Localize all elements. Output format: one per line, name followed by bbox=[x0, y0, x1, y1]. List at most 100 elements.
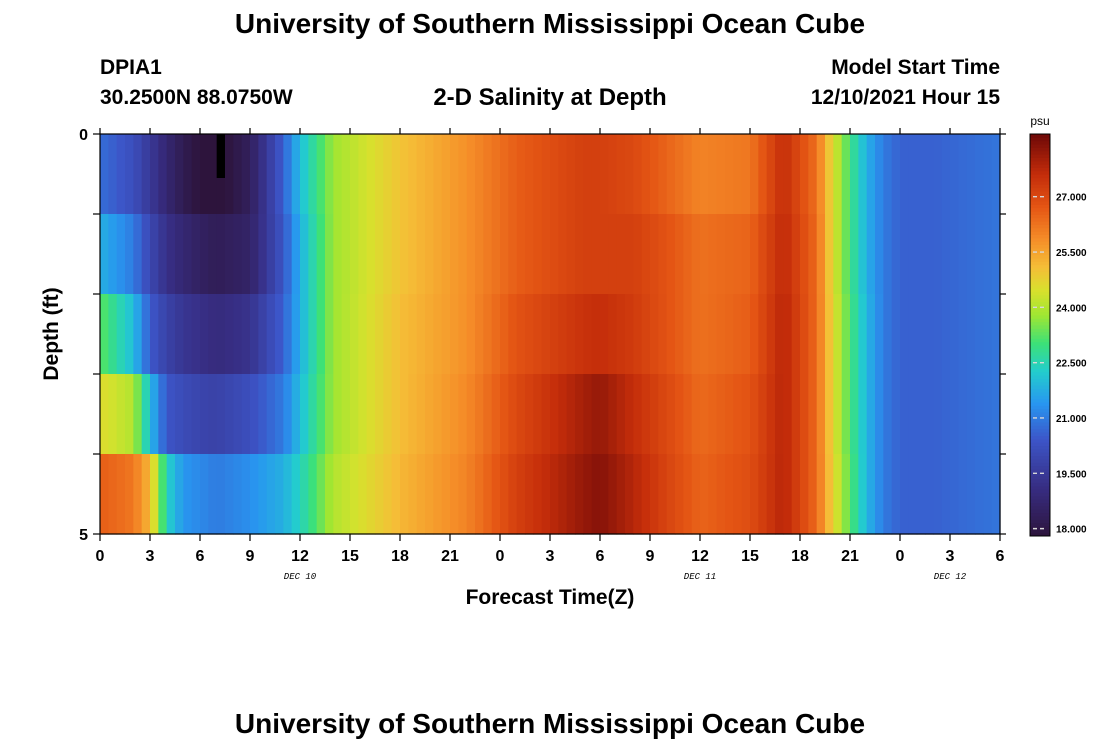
heatmap-cell bbox=[841, 214, 851, 295]
heatmap-cell bbox=[816, 134, 826, 215]
heatmap-cell bbox=[433, 214, 443, 295]
colorbar-segment bbox=[1030, 187, 1050, 192]
heatmap-cell bbox=[925, 134, 934, 215]
colorbar-segment bbox=[1030, 261, 1050, 266]
heatmap-cell bbox=[891, 454, 901, 535]
heatmap-cell bbox=[975, 374, 984, 455]
colorbar-segment bbox=[1030, 505, 1050, 510]
heatmap-cell bbox=[116, 454, 126, 535]
heatmap-cell bbox=[508, 454, 518, 535]
colorbar-segment bbox=[1030, 408, 1050, 413]
heatmap-cell bbox=[191, 134, 201, 215]
heatmap-cell bbox=[558, 134, 568, 215]
heatmap-cell bbox=[125, 134, 134, 215]
heatmap-cell bbox=[600, 294, 609, 375]
heatmap-cell bbox=[775, 374, 784, 455]
heatmap-cell bbox=[791, 134, 801, 215]
heatmap-cell bbox=[766, 134, 776, 215]
heatmap-cell bbox=[750, 134, 759, 215]
heatmap-cell bbox=[925, 214, 934, 295]
heatmap-cell bbox=[241, 214, 251, 295]
heatmap-cell bbox=[666, 134, 676, 215]
heatmap-cell bbox=[450, 134, 459, 215]
heatmap-cell bbox=[425, 374, 434, 455]
heatmap-cell bbox=[275, 134, 284, 215]
heatmap-cell bbox=[266, 454, 276, 535]
heatmap-cell bbox=[333, 454, 343, 535]
heatmap-cell bbox=[741, 214, 751, 295]
heatmap-cell bbox=[641, 134, 651, 215]
heatmap-cell bbox=[233, 214, 243, 295]
heatmap-cell bbox=[675, 374, 684, 455]
date-label: DEC 11 bbox=[684, 572, 716, 582]
heatmap-cell bbox=[116, 294, 126, 375]
heatmap-cell bbox=[633, 134, 643, 215]
heatmap-cell bbox=[100, 374, 109, 455]
heatmap-cell bbox=[850, 214, 859, 295]
heatmap-cell bbox=[141, 134, 151, 215]
heatmap-cell bbox=[600, 134, 609, 215]
heatmap-cell bbox=[408, 134, 418, 215]
heatmap-cell bbox=[466, 134, 476, 215]
heatmap-cell bbox=[866, 374, 876, 455]
heatmap-cell bbox=[116, 214, 126, 295]
heatmap-cell bbox=[275, 374, 284, 455]
heatmap-cell bbox=[725, 214, 734, 295]
heatmap-cell bbox=[250, 454, 259, 535]
heatmap-cell bbox=[350, 294, 359, 375]
colorbar-segment bbox=[1030, 308, 1050, 313]
x-tick-label: 15 bbox=[741, 548, 759, 565]
heatmap-cell bbox=[783, 374, 793, 455]
heatmap-cell bbox=[741, 134, 751, 215]
heatmap-cell bbox=[725, 134, 734, 215]
heatmap-cell bbox=[575, 214, 584, 295]
heatmap-cell bbox=[800, 374, 809, 455]
heatmap-cell bbox=[966, 374, 976, 455]
heatmap-cell bbox=[641, 294, 651, 375]
heatmap-cell bbox=[566, 374, 576, 455]
heatmap-cell bbox=[383, 134, 393, 215]
chart-title: University of Southern Mississippi Ocean… bbox=[234, 8, 866, 39]
heatmap-cell bbox=[150, 214, 159, 295]
heatmap-cell bbox=[375, 294, 384, 375]
heatmap-cell bbox=[366, 134, 376, 215]
colorbar-segment bbox=[1030, 425, 1050, 430]
heatmap-cell bbox=[833, 374, 843, 455]
heatmap-cell bbox=[741, 374, 751, 455]
heatmap-cell bbox=[875, 294, 884, 375]
heatmap-cell bbox=[716, 374, 726, 455]
heatmap-cell bbox=[775, 294, 784, 375]
x-axis-label: Forecast Time(Z) bbox=[466, 586, 635, 609]
heatmap-cell bbox=[491, 134, 501, 215]
colorbar-segment bbox=[1030, 147, 1050, 152]
heatmap-cell bbox=[408, 214, 418, 295]
colorbar-segment bbox=[1030, 485, 1050, 490]
colorbar-segment bbox=[1030, 154, 1050, 158]
heatmap-cell bbox=[208, 454, 218, 535]
colorbar-segment bbox=[1030, 365, 1050, 369]
heatmap-cell bbox=[325, 294, 334, 375]
heatmap-cell bbox=[475, 134, 484, 215]
heatmap-cell bbox=[950, 134, 959, 215]
colorbar-segment bbox=[1030, 381, 1050, 386]
heatmap-cell bbox=[816, 454, 826, 535]
colorbar-segment bbox=[1030, 137, 1050, 142]
heatmap-cell bbox=[733, 134, 743, 215]
colorbar-segment bbox=[1030, 422, 1050, 426]
heatmap-cell bbox=[691, 374, 701, 455]
heatmap-cell bbox=[716, 214, 726, 295]
heatmap-cell bbox=[350, 454, 359, 535]
y-axis-label: Depth (ft) bbox=[40, 287, 63, 380]
station-coordinates: 30.2500N 88.0750W bbox=[100, 86, 293, 109]
heatmap-cell bbox=[750, 374, 759, 455]
colorbar-segment bbox=[1030, 482, 1050, 487]
heatmap-cell bbox=[458, 214, 468, 295]
heatmap-cell bbox=[641, 214, 651, 295]
heatmap-cell bbox=[300, 294, 309, 375]
heatmap-cell bbox=[983, 454, 993, 535]
heatmap-cell bbox=[291, 374, 301, 455]
colorbar-segment bbox=[1030, 221, 1050, 225]
heatmap-cell bbox=[783, 454, 793, 535]
heatmap-cell bbox=[991, 214, 1001, 295]
